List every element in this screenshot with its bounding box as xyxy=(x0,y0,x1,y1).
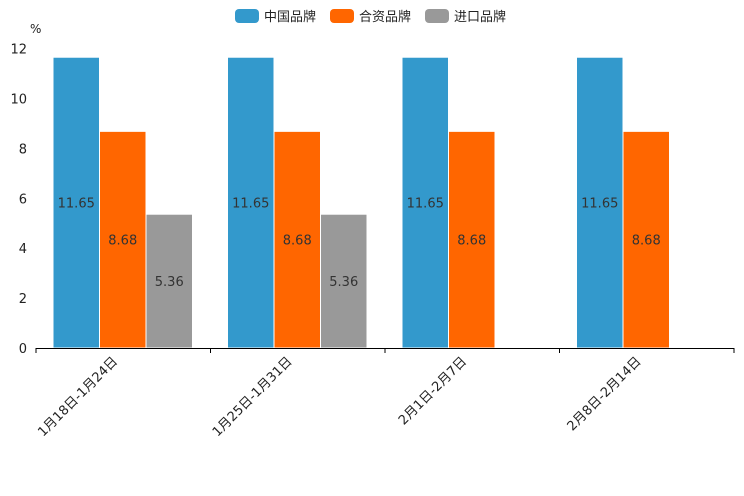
x-category-label: 1月18日-1月24日 xyxy=(35,354,121,440)
bar-value-label: 8.68 xyxy=(632,234,661,249)
y-axis: 0 2 4 6 8 10 12 xyxy=(10,43,27,358)
bar-value-label: 11.65 xyxy=(407,197,444,212)
bar-2-3 xyxy=(448,130,496,349)
bar-3-1 xyxy=(145,213,193,349)
bars: 11.65 8.68 5.36 11.65 8.68 5.36 11.65 8.68 11.65… xyxy=(52,56,670,349)
y-tick-label: 4 xyxy=(19,242,27,257)
legend-swatch-1 xyxy=(235,9,259,23)
legend-swatch-3 xyxy=(425,9,449,23)
y-tick-label: 12 xyxy=(10,43,27,58)
bar-value-label: 5.36 xyxy=(155,275,184,290)
x-axis: 1月18日-1月24日 1月25日-1月31日 2月1日-2月7日 2月8日-2月14… xyxy=(35,348,735,440)
bar-value-label: 8.68 xyxy=(457,234,486,249)
y-tick-label: 8 xyxy=(19,142,27,157)
bar-3-2 xyxy=(320,213,368,349)
bar-value-label: 11.65 xyxy=(581,197,618,212)
legend: 中国品牌 合资品牌 进口品牌 xyxy=(235,9,506,25)
bar-2-2 xyxy=(273,130,321,349)
bar-1-2 xyxy=(227,56,275,349)
bar-1-1 xyxy=(52,56,100,349)
legend-swatch-2 xyxy=(330,9,354,23)
bar-value-label: 8.68 xyxy=(108,234,137,249)
y-tick-label: 2 xyxy=(19,292,27,307)
bar-2-1 xyxy=(99,130,147,349)
y-axis-unit-label: % xyxy=(30,22,41,36)
bar-value-label: 5.36 xyxy=(329,275,358,290)
y-tick-label: 6 xyxy=(19,192,27,207)
y-tick-label: 10 xyxy=(10,92,27,107)
x-category-label: 2月1日-2月7日 xyxy=(396,354,470,428)
y-tick-label: 0 xyxy=(19,342,27,357)
bar-2-4 xyxy=(622,130,670,349)
bar-value-label: 11.65 xyxy=(232,197,269,212)
x-category-label: 2月8日-2月14日 xyxy=(565,354,645,434)
legend-label-1: 中国品牌 xyxy=(264,9,316,25)
bar-value-label: 8.68 xyxy=(283,234,312,249)
x-category-label: 1月25日-1月31日 xyxy=(210,354,296,440)
bar-value-label: 11.65 xyxy=(58,197,95,212)
legend-label-3: 进口品牌 xyxy=(454,9,506,25)
legend-label-2: 合资品牌 xyxy=(359,9,411,25)
